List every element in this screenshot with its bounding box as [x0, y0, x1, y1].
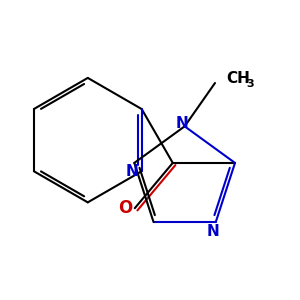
Text: N: N	[126, 164, 139, 179]
Text: N: N	[206, 224, 219, 239]
Text: 3: 3	[246, 79, 254, 89]
Text: CH: CH	[226, 70, 250, 86]
Text: O: O	[118, 199, 133, 217]
Text: N: N	[175, 116, 188, 131]
